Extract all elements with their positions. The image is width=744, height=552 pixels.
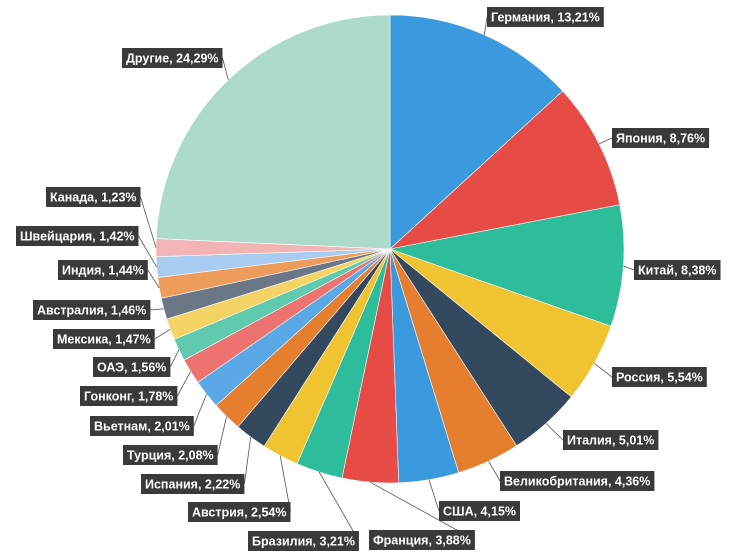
slice-label: Австрия, 2,54%	[192, 506, 286, 520]
slice-label: Россия, 5,54%	[616, 371, 703, 385]
slice-label-box	[53, 329, 155, 349]
slice-label: ОАЭ, 1,56%	[97, 361, 166, 375]
label-leader-line	[177, 371, 191, 397]
label-leader-line	[193, 394, 207, 427]
slice-label: Франция, 3,88%	[373, 534, 471, 548]
slice-label-box	[369, 530, 475, 550]
slice-label: Гонконг, 1,78%	[84, 390, 173, 404]
slice-label: Япония, 8,76%	[616, 132, 705, 146]
label-leader-line	[623, 265, 635, 271]
slice-label: США, 4,15%	[443, 505, 516, 519]
label-leader-line	[154, 328, 171, 340]
slice-label-box	[563, 430, 659, 450]
label-leader-line	[140, 196, 157, 248]
slice-китай	[388, 204, 625, 327]
slice-label: Австралия, 1,46%	[37, 304, 146, 318]
slice-label: Индия, 1,44%	[62, 264, 144, 278]
slice-label-box	[188, 502, 291, 522]
slice-label-box	[16, 226, 139, 246]
label-leader-line	[150, 308, 164, 311]
slice-label: Вьетнам, 2,01%	[94, 420, 190, 434]
label-leader-line	[483, 16, 488, 35]
slice-label-box	[58, 260, 148, 280]
slice-label-box	[46, 187, 141, 207]
label-leader-line	[488, 461, 501, 482]
label-leader-line	[170, 349, 180, 368]
slice-label-box	[612, 128, 710, 148]
label-leader-line	[428, 479, 440, 512]
slice-label: Испания, 2,22%	[145, 478, 240, 492]
label-leader-line	[147, 269, 160, 289]
slice-label: Китай, 8,38%	[638, 264, 716, 278]
slice-label-box	[80, 386, 178, 406]
label-leader-line	[244, 436, 252, 485]
slice-label-box	[500, 471, 655, 491]
slice-label: Великобритания, 4,36%	[504, 475, 650, 489]
slice-label-box	[122, 48, 223, 68]
slice-label: Италия, 5,01%	[567, 434, 654, 448]
label-leader-line	[593, 362, 613, 378]
label-leader-line	[217, 416, 227, 456]
slice-label: Германия, 13,21%	[491, 11, 600, 25]
slice-другие	[155, 14, 391, 250]
slice-label: Турция, 2,08%	[127, 449, 214, 463]
slice-label: Швейцария, 1,42%	[20, 230, 135, 244]
slice-label-box	[33, 300, 151, 320]
slice-label-box	[248, 531, 359, 551]
slice-label-box	[141, 474, 245, 494]
slice-label-box	[634, 260, 721, 280]
slice-label: Мексика, 1,47%	[57, 333, 151, 347]
slice-label-box	[487, 7, 604, 27]
pie-slices	[155, 14, 625, 484]
slice-label-box	[439, 501, 520, 521]
slice-label-box	[90, 416, 194, 436]
label-leader-line	[138, 235, 158, 268]
slice-label: Канада, 1,23%	[50, 191, 137, 205]
label-leader-line	[222, 57, 229, 81]
slice-япония	[389, 90, 621, 250]
slice-label: Бразилия, 3,21%	[252, 535, 355, 549]
label-leader-line	[318, 471, 360, 542]
slice-label-box	[612, 367, 707, 387]
label-leader-line	[598, 137, 613, 145]
slice-label-box	[123, 445, 218, 465]
slice-label: Другие, 24,29%	[126, 52, 219, 66]
label-leader-line	[545, 423, 564, 441]
slice-labels: Германия, 13,21% Япония, 8,76% Китай, 8,38…	[16, 7, 721, 551]
slice-label-box	[93, 357, 171, 377]
